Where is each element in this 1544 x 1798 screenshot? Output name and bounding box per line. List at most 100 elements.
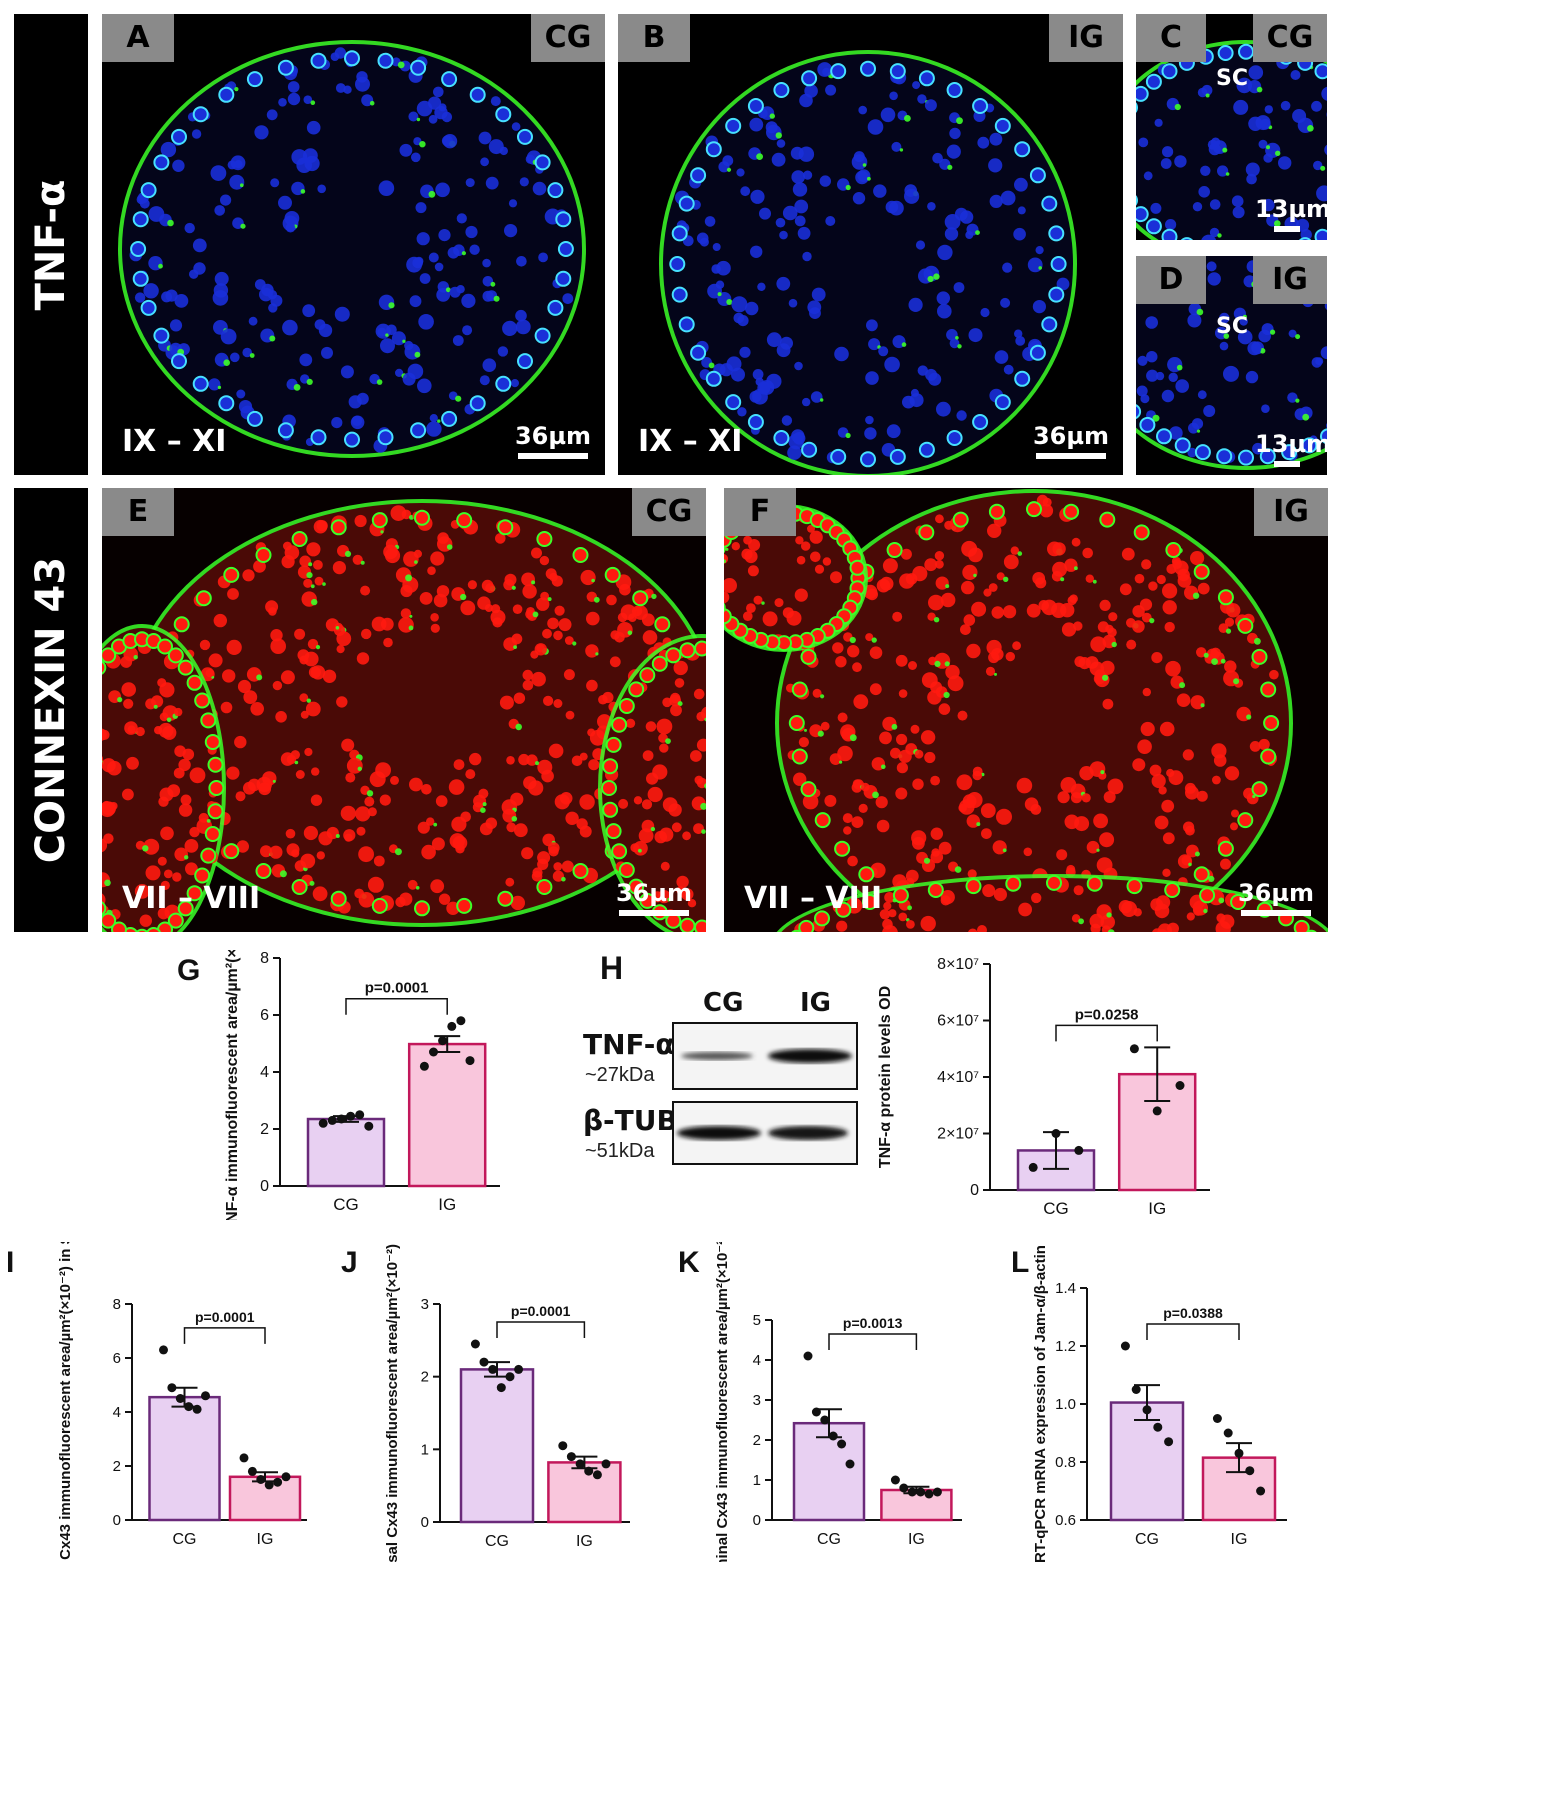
data-point — [281, 1472, 291, 1482]
y-tick-label: 1 — [421, 1441, 429, 1458]
y-tick-label: 2 — [113, 1458, 121, 1475]
data-point — [890, 1475, 900, 1485]
y-tick-label: 1.4 — [1055, 1280, 1076, 1297]
data-point — [1129, 1044, 1139, 1054]
y-tick-label: 3 — [753, 1392, 761, 1409]
data-point — [1051, 1129, 1061, 1138]
significance-bracket — [496, 1321, 586, 1338]
data-point — [1212, 1414, 1222, 1423]
y-tick-label: 6 — [113, 1350, 121, 1367]
p-value: p=0.0388 — [1163, 1305, 1223, 1321]
bar-ig — [880, 1488, 953, 1522]
bar-cg — [306, 1117, 386, 1188]
data-point — [1164, 1437, 1174, 1447]
y-tick-label: 6×10⁷ — [937, 1013, 979, 1030]
data-point — [1153, 1422, 1163, 1432]
x-tick-label: IG — [257, 1531, 274, 1548]
data-point — [584, 1466, 594, 1476]
data-point — [496, 1383, 506, 1393]
micrograph-letter: D — [1136, 256, 1206, 304]
y-tick-label: 1 — [753, 1472, 761, 1489]
micrograph-image — [102, 488, 706, 932]
micrograph-group: CG — [1253, 14, 1327, 62]
panel-letter: I — [6, 1246, 14, 1279]
blot-lane-cg: CG — [703, 988, 744, 1018]
data-point — [932, 1487, 942, 1497]
data-point — [167, 1383, 177, 1393]
data-point — [184, 1402, 194, 1412]
blot-lane-ig: IG — [800, 988, 832, 1018]
data-point — [201, 1391, 210, 1401]
micrograph-letter: C — [1136, 14, 1206, 62]
data-point — [811, 1407, 821, 1417]
y-tick-label: 2 — [260, 1121, 269, 1138]
data-point — [336, 1114, 346, 1124]
data-point — [447, 1021, 457, 1031]
micrograph-group: CG — [632, 488, 706, 536]
data-point — [1142, 1405, 1152, 1415]
data-point — [159, 1345, 168, 1355]
significance-bracket — [183, 1327, 266, 1344]
y-tick-label: 1.2 — [1055, 1338, 1076, 1355]
y-tick-label: 0 — [113, 1512, 121, 1529]
y-tick-label: 3 — [421, 1296, 429, 1313]
panel-letter: G — [177, 954, 200, 987]
stage-label: VII – VIII — [122, 881, 261, 916]
data-point — [465, 1056, 475, 1066]
panel-letter: J — [341, 1246, 358, 1279]
x-tick-label: IG — [1231, 1531, 1248, 1548]
data-point — [828, 1431, 838, 1441]
x-tick-label: IG — [908, 1531, 925, 1548]
x-tick-label: CG — [817, 1531, 841, 1548]
micrograph-image — [1136, 14, 1327, 240]
panel-letter-h: H — [600, 950, 624, 986]
p-value: p=0.0001 — [195, 1309, 255, 1325]
y-tick-label: 0.8 — [1055, 1454, 1076, 1471]
chart-i: I 0 2 4 6 8 Total Cx43 immunofluorescent area/… — [0, 1225, 330, 1599]
x-tick-label: CG — [1043, 1199, 1069, 1218]
y-tick-label: 4 — [113, 1404, 121, 1421]
y-tick-label: 8×10⁷ — [937, 956, 979, 973]
row-label-tnf: TNF-α — [14, 14, 88, 475]
data-point — [566, 1452, 576, 1462]
chart-k: K 0 1 2 3 4 5 Adluminal Cx43 immunofluorescent … — [672, 1235, 1002, 1605]
blot-protein-tnf: TNF-α — [583, 1028, 675, 1061]
data-point — [924, 1489, 934, 1499]
data-point — [419, 1061, 429, 1071]
data-point — [601, 1459, 611, 1469]
data-point — [318, 1118, 328, 1128]
micrograph-letter: B — [618, 14, 690, 62]
y-tick-label: 8 — [260, 950, 269, 967]
data-point — [239, 1453, 249, 1463]
data-point — [1234, 1448, 1244, 1458]
data-point — [505, 1372, 515, 1382]
micrograph-letter: A — [102, 14, 174, 62]
row-label-tnf-text: TNF-α — [28, 179, 74, 310]
data-point — [355, 1110, 365, 1120]
micrograph-image — [102, 14, 605, 475]
y-tick-label: 0.6 — [1055, 1512, 1076, 1529]
y-tick-label: 6 — [260, 1007, 269, 1024]
data-point — [916, 1487, 926, 1497]
data-point — [558, 1441, 568, 1451]
data-point — [346, 1111, 356, 1121]
y-tick-label: 2×10⁷ — [937, 1126, 979, 1143]
x-tick-label: IG — [576, 1533, 593, 1550]
data-point — [1256, 1486, 1266, 1496]
micrograph-group: IG — [1049, 14, 1123, 62]
y-axis-label: Total Cx43 immunofluorescent area/µm²(×1… — [57, 1242, 74, 1562]
panel-letter: L — [1011, 1246, 1029, 1279]
x-tick-label: IG — [438, 1195, 456, 1214]
data-point — [273, 1477, 283, 1487]
data-point — [364, 1121, 374, 1131]
data-point — [837, 1439, 847, 1449]
data-point — [175, 1394, 185, 1403]
p-value: p=0.0013 — [843, 1315, 903, 1331]
sc-label: SC — [1216, 314, 1248, 339]
data-point — [488, 1364, 498, 1374]
data-point — [1245, 1466, 1255, 1476]
chart-g: G 0 2 4 6 8 TNF-α immunofluorescent area/µm²(×… — [165, 911, 535, 1233]
y-axis-label: RT-qPCR mRNA expression of Jam-α/β-actin — [1032, 1245, 1049, 1562]
y-tick-label: 0 — [970, 1182, 979, 1199]
bar-cg — [459, 1368, 535, 1524]
